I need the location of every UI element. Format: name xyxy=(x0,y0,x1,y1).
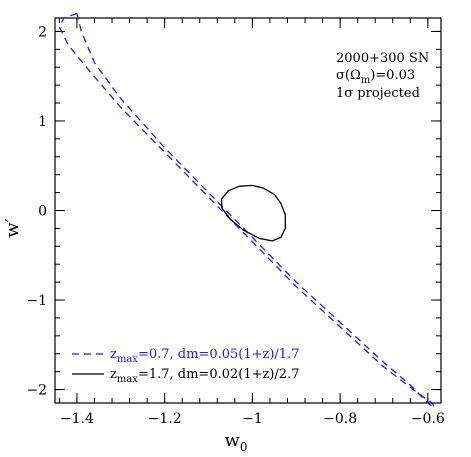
y-axis-title: w′ xyxy=(2,218,23,238)
legend-zsub-dashed: max xyxy=(117,354,138,365)
legend-rest-solid: =1.7, dm=0.02(1+z)/2.7 xyxy=(138,367,300,382)
annotation-sigma: σ(Ω xyxy=(336,68,361,83)
y-tick-label: 2 xyxy=(38,24,47,40)
x-tick-label: −0.8 xyxy=(323,411,357,427)
contour-solid-series xyxy=(221,184,286,242)
x-axis-title-main: w xyxy=(224,430,240,451)
x-tick-label: −1 xyxy=(242,411,263,427)
legend-label-dashed: zmax=0.7, dm=0.05(1+z)/1.7 xyxy=(110,347,299,365)
x-axis-title-sub: 0 xyxy=(240,440,248,454)
annotation-line-2: σ(Ωm)=0.03 xyxy=(336,68,415,86)
annotation-line-1: 2000+300 SN xyxy=(336,51,429,66)
contour-curves xyxy=(58,12,436,409)
y-tick-label: 1 xyxy=(38,114,47,130)
legend-rest-dashed: =0.7, dm=0.05(1+z)/1.7 xyxy=(138,347,300,362)
annotation-line-3: 1σ projected xyxy=(336,86,420,101)
annotation-omega-sub: m xyxy=(361,75,371,86)
legend-zsub-solid: max xyxy=(117,374,138,385)
x-tick-label: −1.2 xyxy=(148,411,182,427)
x-tick-label: −0.6 xyxy=(411,411,445,427)
legend-z-solid: z xyxy=(110,367,117,382)
legend-z-dashed: z xyxy=(110,347,117,362)
annotation-value: )=0.03 xyxy=(370,68,415,83)
contour-dashed-series xyxy=(58,12,436,409)
legend: zmax=0.7, dm=0.05(1+z)/1.7 zmax=1.7, dm=… xyxy=(72,347,299,385)
x-axis-title: w0 xyxy=(224,430,247,454)
axis-tick-labels: −1.4 −1.2 −1 −0.8 −0.6 −2 −1 0 1 2 xyxy=(26,24,445,427)
x-tick-label: −1.4 xyxy=(60,411,94,427)
axis-ticks xyxy=(55,18,441,403)
y-tick-label: −2 xyxy=(26,383,47,399)
y-tick-label: 0 xyxy=(38,204,47,220)
legend-label-solid: zmax=1.7, dm=0.02(1+z)/2.7 xyxy=(110,367,299,385)
y-tick-label: −1 xyxy=(26,293,47,309)
